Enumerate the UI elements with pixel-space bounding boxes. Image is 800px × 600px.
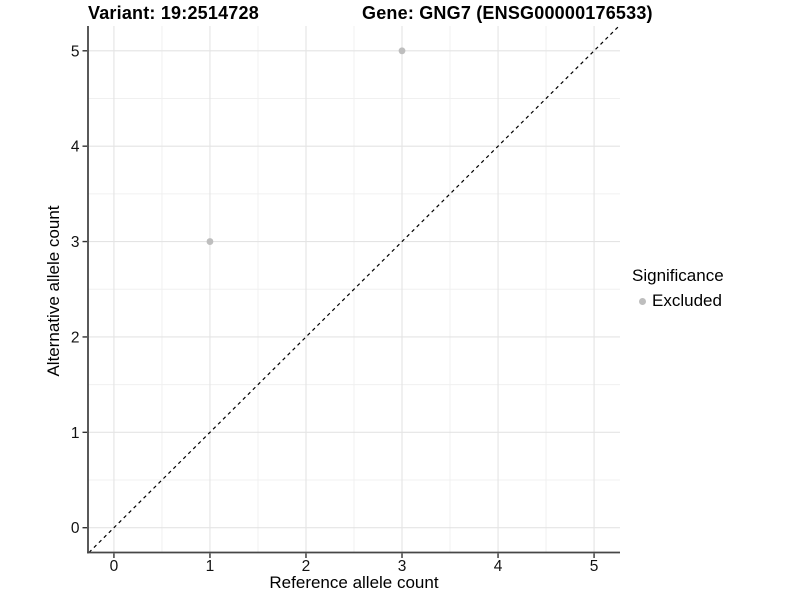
legend: Significance Excluded <box>631 266 724 311</box>
legend-title: Significance <box>632 266 724 285</box>
legend-key-dot-icon <box>639 297 646 305</box>
x-tick-label-5: 5 <box>590 558 599 575</box>
gene-title: Gene: GNG7 (ENSG00000176533) <box>362 3 653 23</box>
variant-title: Variant: 19:2514728 <box>88 3 259 23</box>
x-tick-label-2: 2 <box>302 558 311 575</box>
data-point-excluded-0 <box>206 238 214 245</box>
y-tick-label-0: 0 <box>71 520 80 537</box>
legend-item-label: Excluded <box>652 291 722 310</box>
y-tick-label-4: 4 <box>71 139 80 156</box>
identity-line <box>88 25 620 553</box>
y-tick-label-3: 3 <box>71 234 80 251</box>
x-tick-label-3: 3 <box>398 558 407 575</box>
x-tick-label-0: 0 <box>110 558 119 575</box>
data-point-excluded-1 <box>398 47 406 55</box>
x-tick-label-1: 1 <box>206 558 215 575</box>
y-tick-label-2: 2 <box>71 329 80 346</box>
y-axis-title: Alternative allele count <box>44 205 63 377</box>
legend-item-excluded: Excluded <box>631 291 724 311</box>
x-tick-label-4: 4 <box>494 558 503 575</box>
y-tick-label-1: 1 <box>71 425 80 442</box>
x-axis-title: Reference allele count <box>269 573 439 592</box>
y-tick-label-5: 5 <box>71 43 80 60</box>
